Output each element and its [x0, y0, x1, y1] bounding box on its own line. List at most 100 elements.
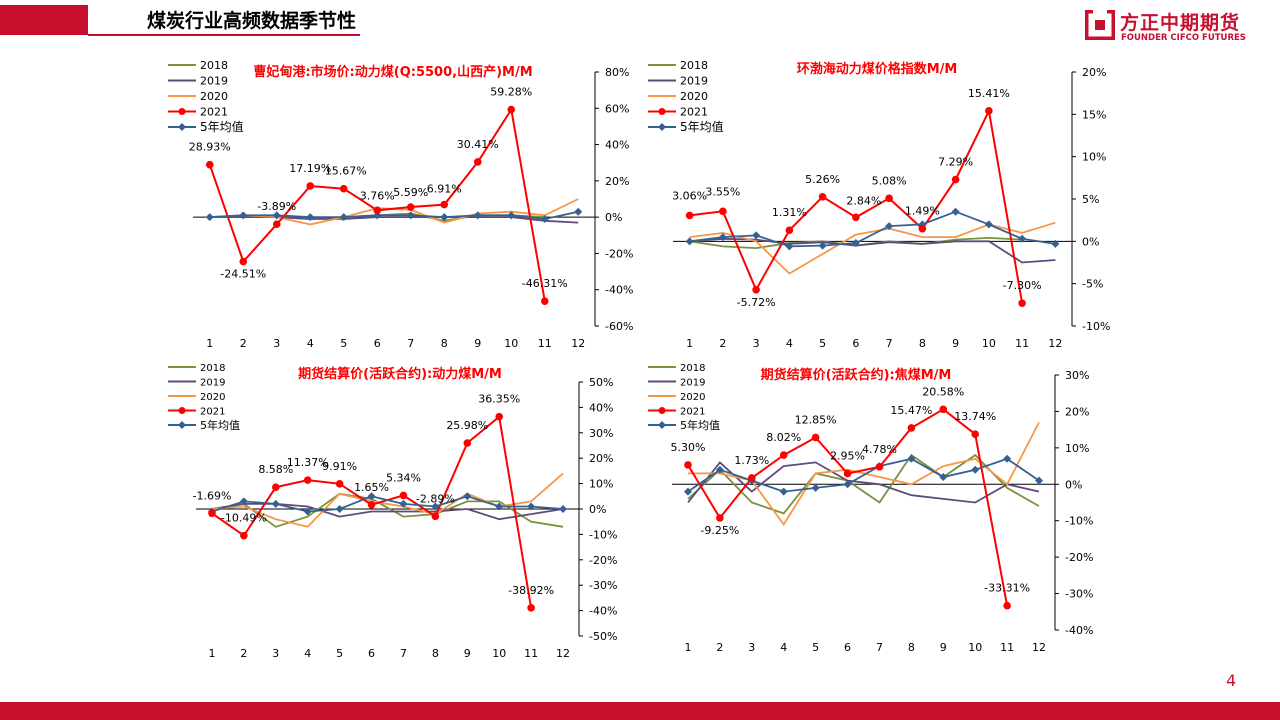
data-label-2021: 12.85% — [795, 413, 837, 426]
y-tick-label: 10% — [589, 478, 613, 491]
point-2021 — [272, 220, 281, 229]
y-tick-label: 60% — [605, 102, 629, 115]
y-tick-label: 10% — [1082, 151, 1106, 164]
y-tick-label: -30% — [1065, 588, 1093, 601]
point-2021 — [431, 512, 440, 521]
growth-chart-icon — [92, 5, 130, 34]
point-avg — [1035, 476, 1044, 485]
y-tick-label: -40% — [605, 284, 633, 297]
point-avg — [306, 213, 315, 222]
legend-label-2020: 2020 — [200, 90, 228, 103]
legend-label-2018: 2018 — [680, 363, 705, 374]
point-2021 — [779, 451, 788, 459]
point-2021 — [303, 476, 312, 484]
data-label-2021: 1.31% — [772, 206, 807, 219]
point-2021 — [306, 182, 315, 190]
point-avg — [303, 507, 312, 516]
point-2021 — [239, 257, 248, 266]
legend-item-avg: 5年均值 — [648, 418, 720, 432]
data-label-2021: -1.69% — [192, 489, 231, 502]
x-tick-label: 6 — [844, 641, 851, 654]
legend-item-2018: 2018 — [168, 363, 225, 374]
x-tick-label: 6 — [374, 337, 381, 350]
chart-title: 期货结算价(活跃合约):动力煤M/M — [298, 366, 502, 382]
x-tick-label: 7 — [407, 337, 414, 350]
data-label-2021: 7.29% — [938, 156, 973, 169]
point-avg — [527, 502, 536, 511]
point-2021 — [985, 107, 993, 115]
point-avg — [574, 207, 583, 216]
legend-marker-2021 — [178, 407, 186, 414]
chart-bohai-thermal-coal-index: -10%-5%0%5%10%15%20%1 2 3 4 5 6 7 8 9 10 11 123.06%… — [648, 59, 1110, 350]
point-avg — [239, 497, 248, 506]
series-line-2019 — [209, 216, 579, 224]
x-tick-label: 5 — [340, 337, 347, 350]
point-2021 — [719, 207, 727, 216]
point-avg — [685, 237, 694, 246]
legend-item-2021: 2021 — [648, 407, 705, 418]
point-avg — [272, 211, 281, 220]
series-line-2020 — [688, 421, 1040, 527]
data-label-2021: 1.49% — [905, 205, 940, 218]
legend-item-2019: 2019 — [648, 75, 708, 88]
data-label-2021: 28.93% — [189, 141, 231, 154]
point-2021 — [373, 206, 382, 215]
y-tick-label: 10% — [1065, 442, 1089, 455]
legend-item-avg: 5年均值 — [168, 418, 240, 432]
legend-item-2020: 2020 — [648, 90, 708, 103]
x-tick-label: 11 — [524, 647, 538, 660]
x-tick-label: 10 — [982, 337, 996, 350]
data-label-2021: -7.30% — [1003, 279, 1042, 292]
data-label-2021: 2.95% — [830, 450, 865, 463]
legend-marker-2021 — [658, 407, 666, 414]
data-label-2021: 17.19% — [289, 162, 331, 175]
data-label-2021: -33.31% — [984, 582, 1030, 595]
data-label-2021: 1.65% — [354, 481, 389, 494]
legend-item-2020: 2020 — [168, 392, 225, 403]
data-label-2021: 8.02% — [766, 431, 801, 444]
x-tick-label: 5 — [336, 647, 343, 660]
legend-marker-avg — [658, 123, 666, 131]
legend-label-2020: 2020 — [200, 392, 225, 403]
point-avg — [239, 211, 248, 220]
point-avg — [431, 502, 440, 511]
x-tick-label: 4 — [307, 337, 314, 350]
chart-title: 期货结算价(活跃合约):焦煤M/M — [761, 367, 952, 383]
legend-label-2020: 2020 — [680, 90, 708, 103]
point-2021 — [335, 480, 344, 488]
point-avg — [335, 505, 344, 513]
point-2021 — [205, 160, 214, 169]
x-tick-label: 3 — [273, 337, 280, 350]
x-tick-label: 8 — [919, 337, 926, 350]
point-avg — [559, 505, 568, 513]
legend-label-2021: 2021 — [680, 407, 705, 418]
data-label-2021: 4.78% — [862, 443, 897, 456]
point-2021 — [971, 430, 980, 439]
y-tick-label: 40% — [605, 139, 629, 152]
footer-bar — [0, 702, 1280, 720]
chart-caofeidian-thermal-coal: -60%-40%-20%0%20%40%60%80%1 2 3 4 5 6 7 8 9 10 11 1… — [168, 59, 633, 350]
point-2021 — [843, 469, 852, 478]
data-label-2021: 15.47% — [890, 404, 932, 417]
chart-title: 曹妃甸港:市场价:动力煤(Q:5500,山西产)M/M — [253, 64, 532, 80]
legend-marker-avg — [658, 421, 666, 429]
point-2021 — [852, 213, 860, 222]
legend-item-2021: 2021 — [168, 407, 225, 418]
point-2021 — [1018, 299, 1026, 307]
data-label-2021: -46.31% — [522, 277, 568, 290]
x-tick-label: 4 — [304, 647, 311, 660]
x-tick-label: 12 — [1032, 641, 1046, 654]
point-avg — [843, 480, 852, 489]
point-2021 — [716, 514, 724, 522]
y-tick-label: 20% — [605, 175, 629, 188]
y-tick-label: -60% — [605, 320, 633, 333]
legend-label-2021: 2021 — [680, 106, 708, 119]
data-label-2021: 36.35% — [478, 393, 520, 406]
x-tick-label: 9 — [474, 337, 481, 350]
legend-label-avg: 5年均值 — [200, 418, 240, 432]
point-2021 — [752, 285, 760, 294]
point-avg — [1003, 454, 1012, 463]
legend-label-2021: 2021 — [200, 407, 225, 418]
legend-label-2018: 2018 — [200, 363, 225, 374]
legend-item-2018: 2018 — [648, 363, 705, 374]
